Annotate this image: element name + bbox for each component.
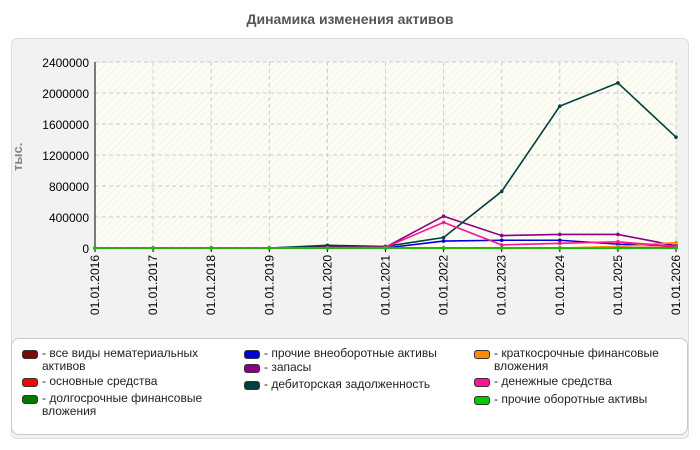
legend-label: - прочие оборотные активы (494, 392, 648, 406)
x-tick-label: 01.01.2024 (553, 255, 567, 315)
y-tick-label: 1600000 (42, 118, 89, 132)
legend-item: - краткосрочные финансовые вложения (474, 347, 682, 373)
data-point (441, 239, 446, 243)
data-point (383, 246, 388, 250)
y-tick-label: 800000 (49, 180, 89, 194)
x-tick-label: 01.01.2022 (437, 255, 451, 315)
data-point (441, 214, 446, 219)
legend-swatch (244, 364, 260, 373)
legend-swatch (22, 395, 38, 404)
legend-swatch (474, 350, 490, 359)
y-tick-label: 2400000 (42, 56, 89, 70)
legend-swatch (22, 378, 38, 387)
data-point (616, 232, 620, 237)
chart-legend: - все виды нематериальных активов - основ… (11, 338, 688, 435)
legend-label: - запасы (264, 360, 312, 374)
data-point (558, 241, 562, 246)
data-point (267, 246, 272, 250)
legend-swatch (22, 350, 38, 359)
data-point (558, 238, 562, 243)
legend-item: - денежные средства (474, 375, 682, 388)
data-point (499, 238, 504, 243)
x-tick-label: 01.01.2025 (611, 255, 625, 315)
legend-label: - долгосрочные финансовые вложения (42, 391, 203, 418)
x-tick-label: 01.01.2023 (495, 255, 509, 315)
legend-swatch (244, 381, 260, 390)
y-tick-label: 0 (82, 242, 89, 256)
legend-item: - все виды нематериальных активов (22, 347, 222, 373)
data-point (616, 81, 620, 85)
data-point (441, 235, 446, 240)
x-tick-label: 01.01.2026 (669, 255, 683, 315)
data-point (558, 104, 562, 108)
data-point (674, 135, 678, 139)
legend-item: - долгосрочные финансовые вложения (22, 392, 222, 418)
data-point (441, 220, 446, 225)
data-point (499, 233, 504, 238)
data-point (93, 246, 97, 250)
y-axis-label: тыс. (10, 143, 25, 171)
chart-title: Динамика изменения активов (246, 11, 454, 27)
legend-label: - прочие внеоборотные активы (264, 346, 437, 360)
legend-item: - основные средства (22, 375, 222, 388)
data-point (499, 246, 504, 250)
x-tick-label: 01.01.2020 (320, 255, 334, 315)
data-point (325, 246, 330, 250)
data-point (499, 189, 504, 194)
data-point (558, 232, 562, 237)
data-point (209, 246, 213, 250)
y-tick-label: 2000000 (42, 87, 89, 101)
legend-label: - краткосрочные финансовые вложения (494, 346, 659, 373)
legend-label: - все виды нематериальных активов (42, 346, 199, 373)
data-point (441, 246, 446, 250)
data-point (616, 246, 620, 250)
legend-item: - прочие оборотные активы (474, 393, 682, 406)
legend-label: - основные средства (42, 374, 158, 388)
y-tick-label: 400000 (49, 211, 89, 225)
legend-item: - дебиторская задолженность (244, 378, 459, 391)
data-point (151, 246, 155, 250)
legend-swatch (474, 378, 490, 387)
data-point (616, 240, 620, 244)
legend-label: - денежные средства (494, 374, 612, 388)
legend-swatch (474, 396, 490, 405)
data-point (674, 240, 678, 245)
legend-swatch (244, 350, 260, 359)
data-point (499, 243, 504, 247)
legend-label: - дебиторская задолженность (264, 377, 431, 391)
x-tick-label: 01.01.2021 (379, 255, 393, 315)
y-tick-label: 1200000 (42, 149, 89, 163)
data-point (558, 246, 562, 250)
x-tick-label: 01.01.2016 (88, 255, 102, 315)
legend-item: - запасы (244, 361, 459, 374)
x-tick-label: 01.01.2018 (204, 255, 218, 315)
data-point (674, 246, 678, 250)
series-9 (93, 246, 678, 250)
x-tick-label: 01.01.2019 (262, 255, 276, 315)
x-tick-label: 01.01.2017 (146, 255, 160, 315)
legend-item: - прочие внеоборотные активы (244, 347, 459, 360)
